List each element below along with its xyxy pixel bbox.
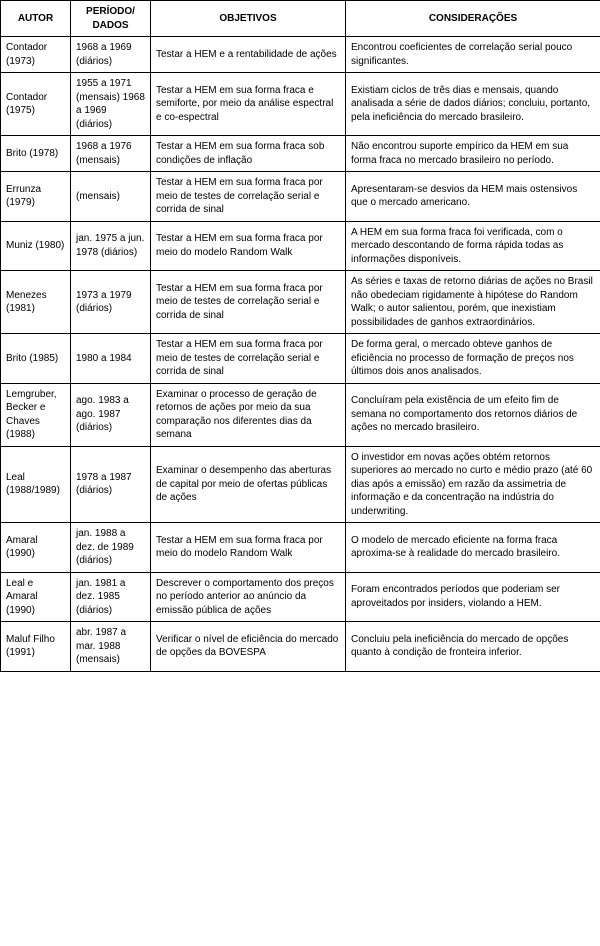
cell-periodo: 1980 a 1984 <box>71 334 151 384</box>
cell-consideracoes: De forma geral, o mercado obteve ganhos … <box>346 334 600 384</box>
cell-autor: Amaral (1990) <box>1 523 71 573</box>
cell-periodo: 1968 a 1976 (mensais) <box>71 136 151 172</box>
table-row: Leal e Amaral (1990)jan. 1981 a dez. 198… <box>1 572 600 622</box>
cell-objetivos: Testar a HEM em sua forma fraca por meio… <box>151 271 346 334</box>
cell-autor: Lemgruber, Becker e Chaves (1988) <box>1 383 71 446</box>
table-row: Contador (1975)1955 a 1971 (mensais) 196… <box>1 73 600 136</box>
cell-periodo: 1978 a 1987 (diários) <box>71 446 151 523</box>
cell-autor: Brito (1978) <box>1 136 71 172</box>
table-row: Maluf Filho (1991)abr. 1987 a mar. 1988 … <box>1 622 600 672</box>
cell-periodo: 1973 a 1979 (diários) <box>71 271 151 334</box>
header-consideracoes: CONSIDERAÇÕES <box>346 1 600 37</box>
cell-objetivos: Testar a HEM em sua forma fraca sob cond… <box>151 136 346 172</box>
studies-table: AUTOR PERÍODO/ DADOS OBJETIVOS CONSIDERA… <box>0 0 600 672</box>
table-row: Lemgruber, Becker e Chaves (1988)ago. 19… <box>1 383 600 446</box>
cell-consideracoes: Foram encontrados períodos que poderiam … <box>346 572 600 622</box>
table-row: Brito (1985)1980 a 1984Testar a HEM em s… <box>1 334 600 384</box>
cell-objetivos: Testar a HEM em sua forma fraca por meio… <box>151 334 346 384</box>
cell-periodo: abr. 1987 a mar. 1988 (mensais) <box>71 622 151 672</box>
cell-objetivos: Testar a HEM em sua forma fraca por meio… <box>151 221 346 271</box>
cell-consideracoes: Concluíram pela existência de um efeito … <box>346 383 600 446</box>
cell-objetivos: Examinar o desempenho das aberturas de c… <box>151 446 346 523</box>
cell-autor: Menezes (1981) <box>1 271 71 334</box>
cell-autor: Contador (1973) <box>1 37 71 73</box>
cell-consideracoes: As séries e taxas de retorno diárias de … <box>346 271 600 334</box>
cell-consideracoes: Não encontrou suporte empírico da HEM em… <box>346 136 600 172</box>
cell-periodo: (mensais) <box>71 172 151 222</box>
cell-consideracoes: Concluiu pela ineficiência do mercado de… <box>346 622 600 672</box>
cell-objetivos: Testar a HEM em sua forma fraca por meio… <box>151 172 346 222</box>
cell-consideracoes: O modelo de mercado eficiente na forma f… <box>346 523 600 573</box>
cell-periodo: jan. 1975 a jun. 1978 (diários) <box>71 221 151 271</box>
cell-autor: Leal (1988/1989) <box>1 446 71 523</box>
cell-periodo: jan. 1981 a dez. 1985 (diários) <box>71 572 151 622</box>
table-row: Muniz (1980)jan. 1975 a jun. 1978 (diári… <box>1 221 600 271</box>
table-row: Leal (1988/1989)1978 a 1987 (diários)Exa… <box>1 446 600 523</box>
cell-periodo: 1968 a 1969 (diários) <box>71 37 151 73</box>
cell-autor: Maluf Filho (1991) <box>1 622 71 672</box>
table-row: Amaral (1990)jan. 1988 a dez. de 1989 (d… <box>1 523 600 573</box>
cell-objetivos: Testar a HEM em sua forma fraca e semifo… <box>151 73 346 136</box>
table-row: Menezes (1981)1973 a 1979 (diários)Testa… <box>1 271 600 334</box>
header-periodo: PERÍODO/ DADOS <box>71 1 151 37</box>
cell-objetivos: Descrever o comportamento dos preços no … <box>151 572 346 622</box>
cell-consideracoes: Existiam ciclos de três dias e mensais, … <box>346 73 600 136</box>
cell-autor: Muniz (1980) <box>1 221 71 271</box>
header-objetivos: OBJETIVOS <box>151 1 346 37</box>
cell-consideracoes: Apresentaram-se desvios da HEM mais oste… <box>346 172 600 222</box>
cell-autor: Leal e Amaral (1990) <box>1 572 71 622</box>
cell-autor: Brito (1985) <box>1 334 71 384</box>
cell-objetivos: Verificar o nível de eficiência do merca… <box>151 622 346 672</box>
table-row: Errunza (1979)(mensais)Testar a HEM em s… <box>1 172 600 222</box>
cell-consideracoes: O investidor em novas ações obtém retorn… <box>346 446 600 523</box>
cell-consideracoes: A HEM em sua forma fraca foi verificada,… <box>346 221 600 271</box>
header-autor: AUTOR <box>1 1 71 37</box>
cell-consideracoes: Encontrou coeficientes de correlação ser… <box>346 37 600 73</box>
cell-periodo: jan. 1988 a dez. de 1989 (diários) <box>71 523 151 573</box>
cell-objetivos: Testar a HEM e a rentabilidade de ações <box>151 37 346 73</box>
table-row: Contador (1973)1968 a 1969 (diários)Test… <box>1 37 600 73</box>
cell-objetivos: Testar a HEM em sua forma fraca por meio… <box>151 523 346 573</box>
cell-periodo: ago. 1983 a ago. 1987 (diários) <box>71 383 151 446</box>
cell-periodo: 1955 a 1971 (mensais) 1968 a 1969 (diári… <box>71 73 151 136</box>
header-row: AUTOR PERÍODO/ DADOS OBJETIVOS CONSIDERA… <box>1 1 600 37</box>
table-row: Brito (1978)1968 a 1976 (mensais)Testar … <box>1 136 600 172</box>
cell-objetivos: Examinar o processo de geração de retorn… <box>151 383 346 446</box>
cell-autor: Contador (1975) <box>1 73 71 136</box>
cell-autor: Errunza (1979) <box>1 172 71 222</box>
